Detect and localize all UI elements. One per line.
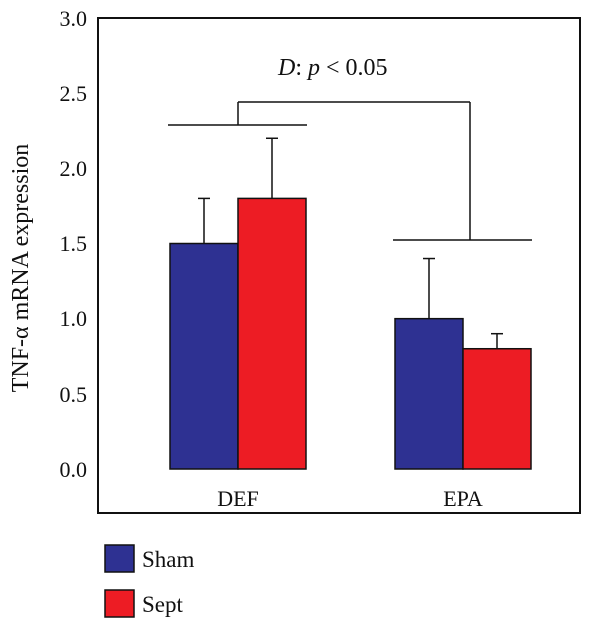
y-tick-label: 3.0: [60, 6, 88, 31]
annotation-sep: :: [295, 55, 302, 81]
annotation-factor: D: [277, 55, 295, 81]
y-axis-label: TNF-α mRNA expression: [8, 144, 34, 393]
legend-swatch-sham: [104, 544, 135, 573]
x-category-label-epa: EPA: [443, 486, 483, 511]
annotation-stat: p: [306, 55, 320, 81]
y-axis: 0.0 0.5 1.0 1.5 2.0 2.5 3.0: [60, 6, 88, 482]
bar-sham-def: [169, 242, 239, 470]
significance-bracket: [168, 101, 532, 241]
significance-annotation: D: p < 0.05: [277, 55, 388, 81]
legend: Sham Sept: [104, 544, 195, 618]
annotation-rest: < 0.05: [320, 55, 388, 81]
legend-swatch-sept: [104, 589, 135, 618]
plot-frame: [97, 17, 581, 514]
y-tick-label: 2.0: [60, 156, 88, 181]
y-tick-label: 0.0: [60, 457, 88, 482]
bar-sham-epa: [394, 317, 464, 470]
legend-label-sham: Sham: [142, 547, 195, 572]
bar-sept-def: [237, 197, 307, 470]
bars-group: [169, 137, 532, 470]
y-tick-label: 1.0: [60, 306, 88, 331]
y-tick-label: 2.5: [60, 81, 88, 106]
y-tick-label: 0.5: [60, 382, 88, 407]
y-tick-label: 1.5: [60, 231, 88, 256]
x-category-label-def: DEF: [217, 486, 259, 511]
legend-label-sept: Sept: [142, 592, 184, 617]
bar-sept-epa: [462, 347, 532, 470]
